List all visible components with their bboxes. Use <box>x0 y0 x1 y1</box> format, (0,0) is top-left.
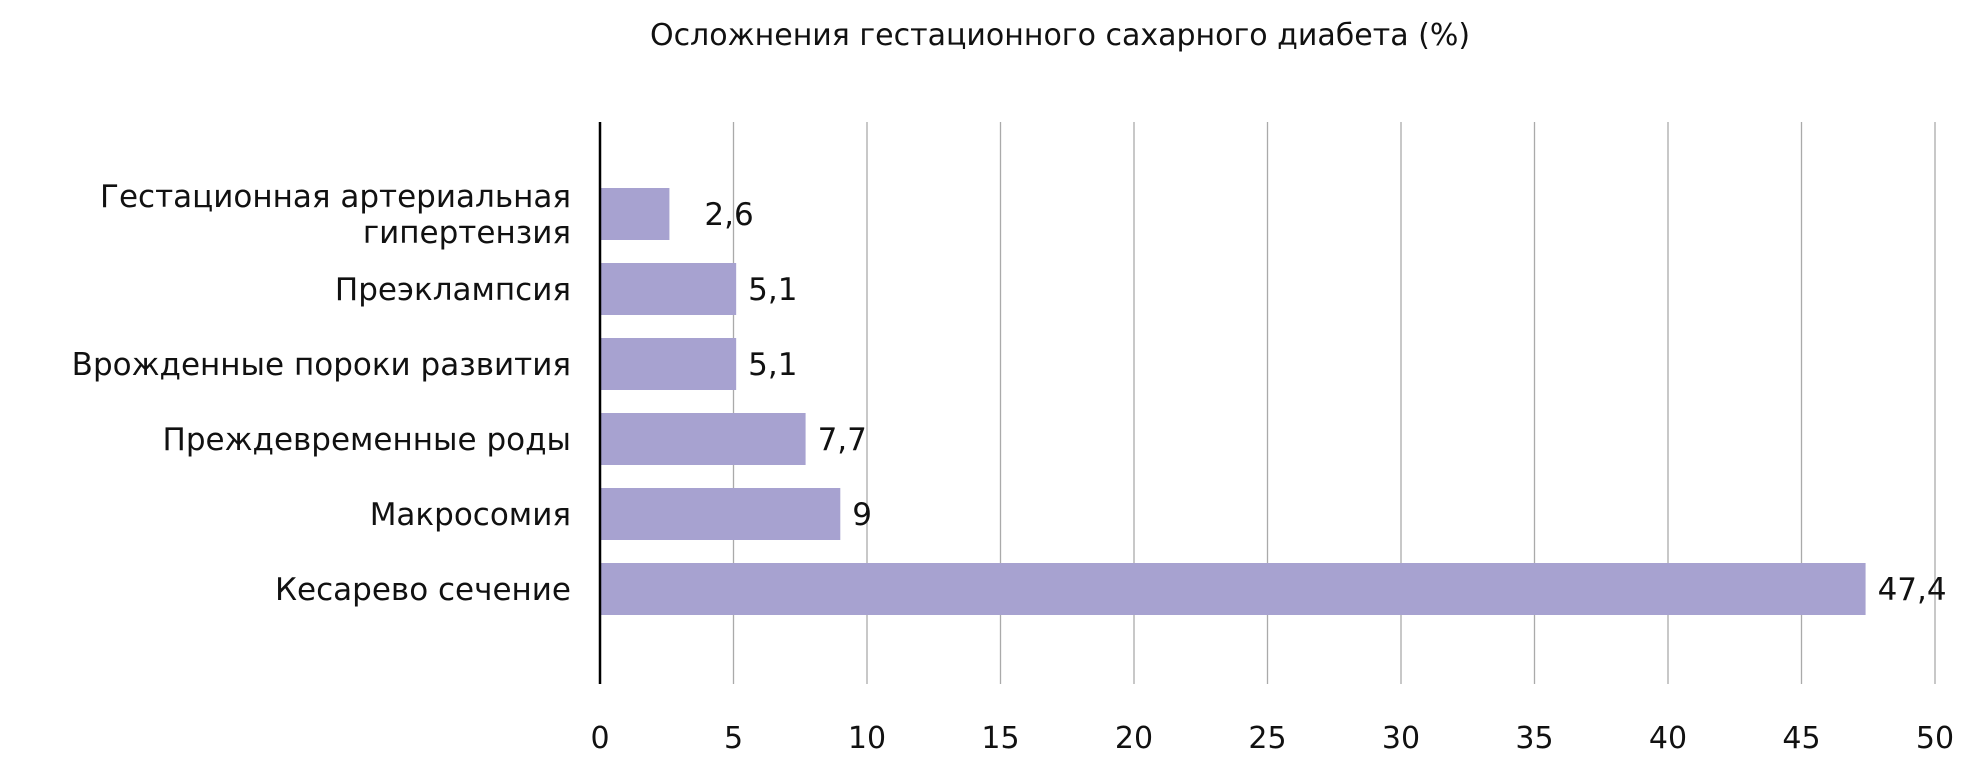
category-label: гипертензия <box>363 215 571 251</box>
bar <box>600 413 806 465</box>
chart-title: Осложнения гестационного сахарного диабе… <box>650 18 1470 53</box>
category-label: Макросомия <box>370 497 571 533</box>
x-tick-label: 5 <box>724 721 743 756</box>
category-label: Врожденные пороки развития <box>72 347 571 383</box>
data-label: 9 <box>852 497 872 533</box>
x-tick-label: 50 <box>1916 721 1954 756</box>
data-label: 7,7 <box>818 422 867 458</box>
data-label: 2,6 <box>704 197 753 233</box>
x-tick-label: 25 <box>1248 721 1286 756</box>
bar <box>600 563 1866 615</box>
bar <box>600 488 841 540</box>
data-label: 47,4 <box>1878 572 1947 608</box>
x-tick-label: 20 <box>1115 721 1153 756</box>
x-tick-label: 30 <box>1382 721 1420 756</box>
x-tick-label: 40 <box>1649 721 1687 756</box>
bar <box>600 188 670 240</box>
x-tick-label: 10 <box>848 721 886 756</box>
category-label: Кесарево сечение <box>275 572 571 608</box>
category-label: Преэклампсия <box>335 272 571 308</box>
x-tick-label: 0 <box>590 721 609 756</box>
data-label: 5,1 <box>748 347 797 383</box>
category-label: Гестационная артериальная <box>100 179 571 215</box>
bar <box>600 338 737 390</box>
x-tick-label: 15 <box>981 721 1019 756</box>
bar <box>600 263 737 315</box>
data-label: 5,1 <box>748 272 797 308</box>
category-label: Преждевременные роды <box>163 422 571 458</box>
x-tick-label: 35 <box>1515 721 1553 756</box>
x-tick-label: 45 <box>1782 721 1820 756</box>
